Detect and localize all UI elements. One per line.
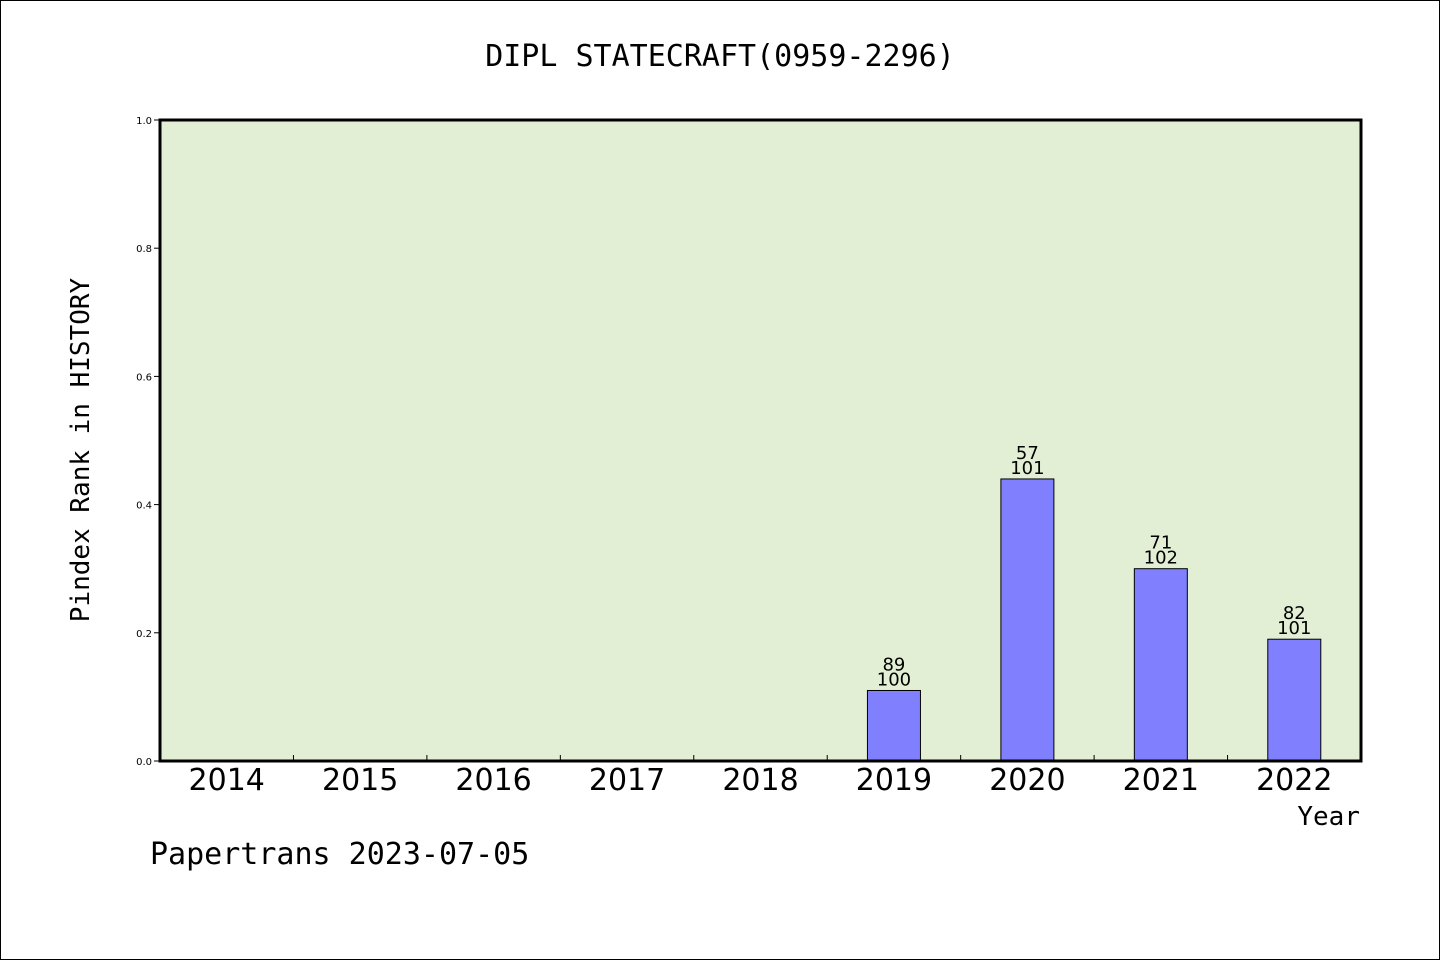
y-tick-label: 0.8 [136, 244, 152, 255]
x-tick-label: 2015 [322, 763, 398, 798]
bar-rank-label: 71 [1149, 533, 1172, 554]
x-tick-label: 2019 [856, 763, 932, 798]
bar-total-label: 101 [1010, 458, 1044, 479]
bar-total-label: 101 [1277, 618, 1311, 639]
bar-rank-label: 89 [882, 654, 905, 675]
y-tick-label: 1.0 [136, 116, 152, 127]
x-tick-label: 2022 [1256, 763, 1332, 798]
y-tick-label: 0.0 [136, 757, 152, 768]
plot-border [158, 118, 1363, 763]
y-tick-label: 0.4 [136, 501, 152, 512]
bar [1000, 478, 1055, 762]
bar-rank-label: 82 [1283, 603, 1306, 624]
x-tick-label: 2021 [1123, 763, 1199, 798]
chart-title: DIPL STATECRAFT(0959-2296) [485, 39, 955, 74]
bar-total-label: 100 [877, 669, 911, 690]
x-tick-label: 2018 [722, 763, 798, 798]
bar-rank-label: 57 [1016, 443, 1039, 464]
x-axis-ticks: 2014 2015 2016 2017 2018 2019 2020 2021 2022 [189, 755, 1332, 798]
bar [1267, 638, 1322, 762]
bar [866, 689, 921, 762]
y-tick-label: 0.2 [136, 629, 152, 640]
x-axis-label: Year [1297, 802, 1360, 832]
y-axis-label: Pindex Rank in HISTORY [66, 277, 96, 622]
x-tick-label: 2017 [589, 763, 665, 798]
bar [1133, 568, 1188, 762]
y-axis-ticks: 0.0 0.2 0.4 0.6 0.8 1.0 [136, 116, 160, 768]
bars-group [866, 478, 1322, 762]
x-tick-label: 2020 [989, 763, 1065, 798]
bar-total-label: 102 [1144, 548, 1178, 569]
footer-text: Papertrans 2023-07-05 [150, 837, 529, 872]
x-tick-label: 2014 [189, 763, 265, 798]
x-tick-label: 2016 [455, 763, 531, 798]
y-tick-label: 0.6 [136, 372, 152, 383]
